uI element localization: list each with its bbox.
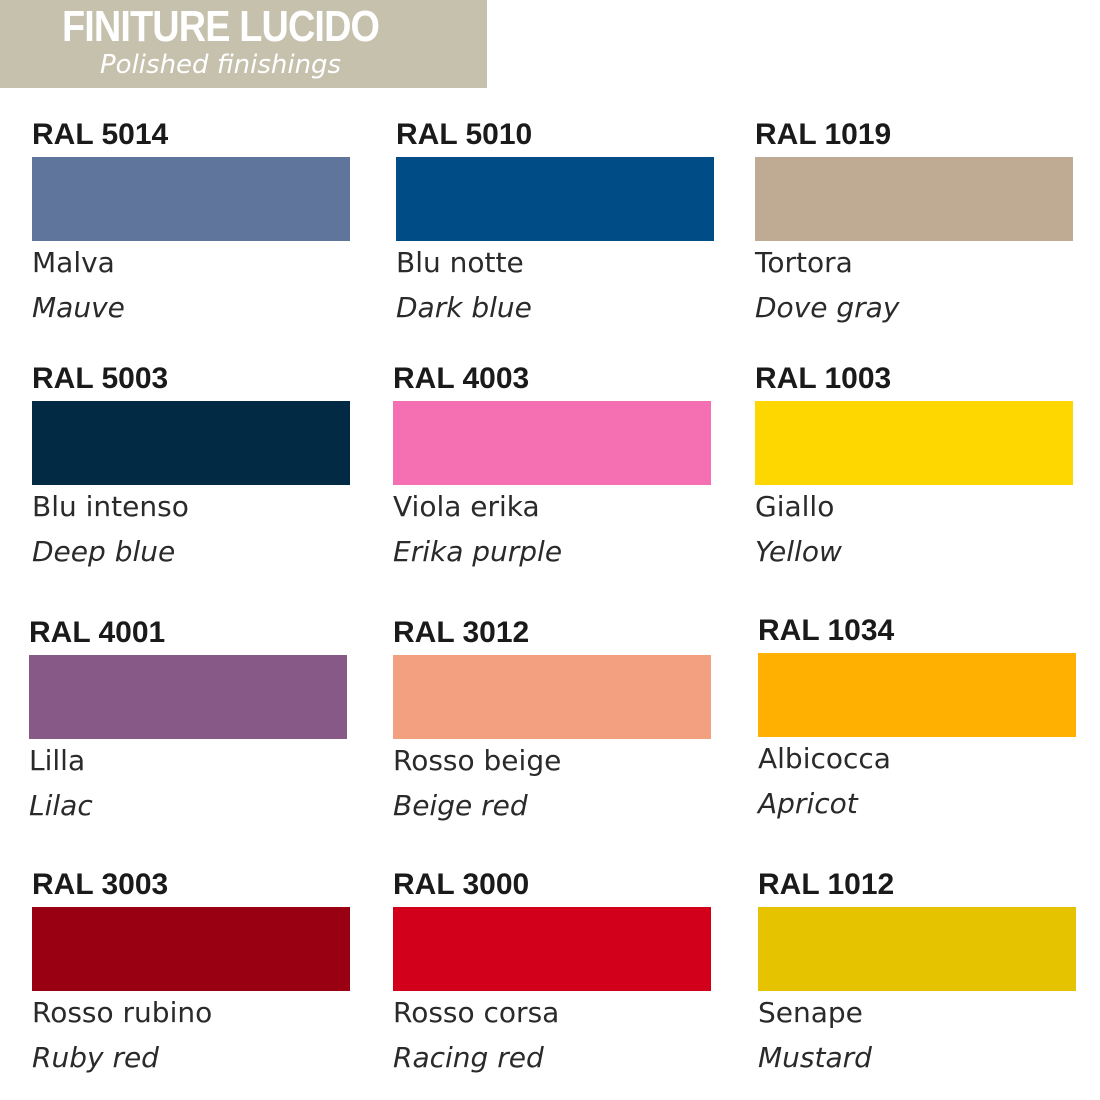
ral-code: RAL 3003: [32, 868, 169, 901]
color-swatch: [32, 907, 350, 991]
color-swatch: [32, 157, 350, 241]
ral-code: RAL 1012: [758, 868, 895, 901]
color-swatch: [393, 401, 711, 485]
color-name-english: Mauve: [32, 291, 125, 324]
color-name-english: Dark blue: [396, 291, 532, 324]
color-name-italian: Blu intenso: [32, 490, 189, 523]
color-name-italian: Tortora: [755, 246, 853, 279]
color-name-english: Erika purple: [393, 535, 563, 568]
color-name-english: Apricot: [758, 787, 858, 820]
ral-code: RAL 1003: [755, 362, 892, 395]
color-swatch: [396, 157, 714, 241]
ral-code: RAL 1034: [758, 614, 895, 647]
color-name-italian: Senape: [758, 996, 863, 1029]
color-swatch: [29, 655, 347, 739]
color-swatch: [393, 655, 711, 739]
color-name-english: Mustard: [758, 1041, 872, 1074]
color-name-english: Yellow: [755, 535, 842, 568]
ral-code: RAL 5014: [32, 118, 169, 151]
color-swatch: [32, 401, 350, 485]
color-name-italian: Rosso rubino: [32, 996, 213, 1029]
color-name-italian: Rosso beige: [393, 744, 562, 777]
ral-code: RAL 1019: [755, 118, 892, 151]
color-name-english: Deep blue: [32, 535, 176, 568]
color-name-italian: Viola erika: [393, 490, 540, 523]
ral-code: RAL 4001: [29, 616, 166, 649]
color-name-italian: Albicocca: [758, 742, 891, 775]
color-name-italian: Lilla: [29, 744, 86, 777]
ral-code: RAL 4003: [393, 362, 530, 395]
color-swatch: [393, 907, 711, 991]
color-swatch: [758, 653, 1076, 737]
page-subtitle: Polished finishings: [100, 50, 342, 80]
header-banner: FINITURE LUCIDO Polished finishings: [0, 0, 487, 88]
color-name-italian: Blu notte: [396, 246, 524, 279]
color-name-english: Racing red: [393, 1041, 544, 1074]
color-name-english: Beige red: [393, 789, 528, 822]
color-swatch: [755, 401, 1073, 485]
ral-code: RAL 3000: [393, 868, 530, 901]
ral-code: RAL 5010: [396, 118, 533, 151]
color-name-italian: Giallo: [755, 490, 835, 523]
color-name-italian: Malva: [32, 246, 115, 279]
color-name-english: Ruby red: [32, 1041, 159, 1074]
color-swatch: [758, 907, 1076, 991]
color-swatch: [755, 157, 1073, 241]
color-name-english: Dove gray: [755, 291, 900, 324]
ral-code: RAL 3012: [393, 616, 530, 649]
page-title: FINITURE LUCIDO: [62, 2, 380, 51]
color-name-english: Lilac: [29, 789, 93, 822]
ral-code: RAL 5003: [32, 362, 169, 395]
color-name-italian: Rosso corsa: [393, 996, 560, 1029]
